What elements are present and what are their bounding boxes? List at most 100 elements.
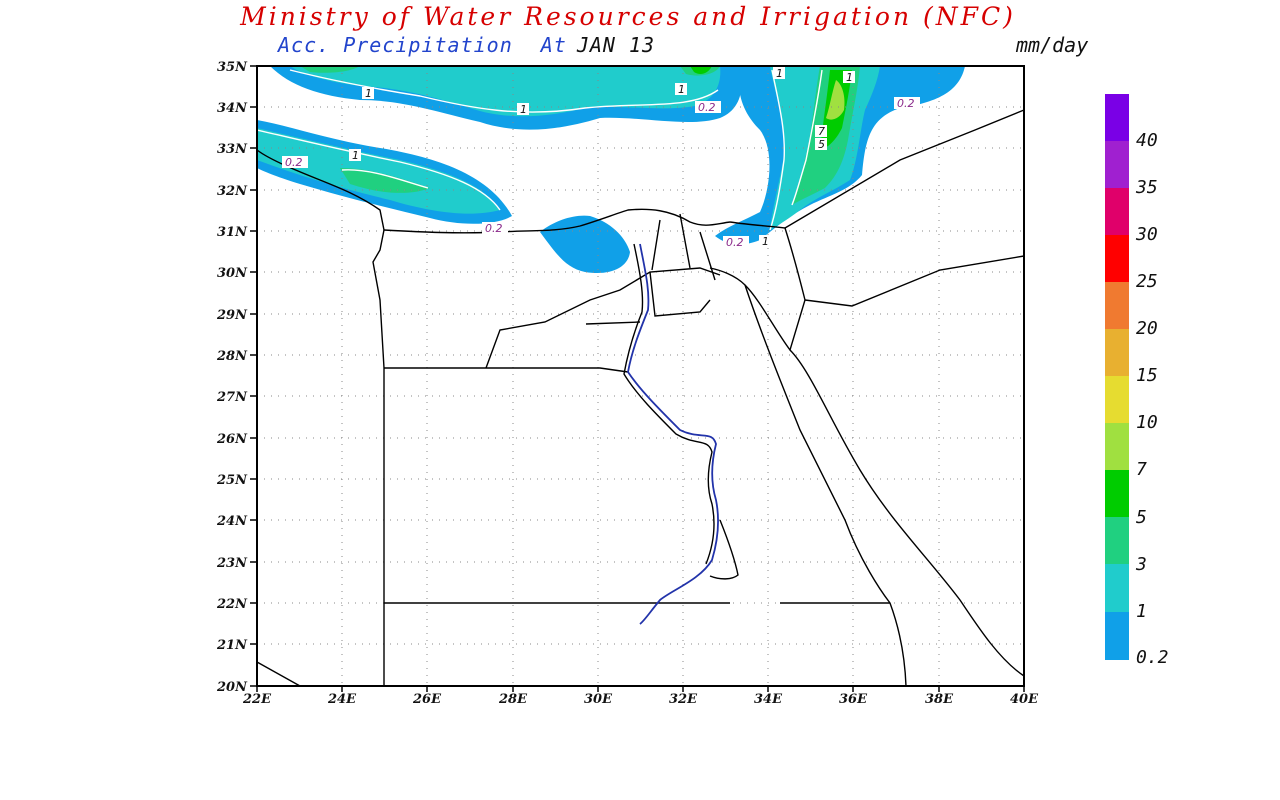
lat-label: 22N: [216, 597, 248, 612]
lat-label: 34N: [217, 101, 248, 116]
contour-lines: [257, 69, 823, 231]
lon-label: 28E: [498, 692, 528, 707]
precip-area-top-5: [690, 66, 712, 74]
contour-label: 0.2: [894, 97, 920, 110]
precip-area-delta: [540, 215, 630, 274]
svg-text:0.2: 0.2: [698, 101, 716, 114]
product-name: Acc. Precipitation: [278, 33, 513, 57]
contour-label: 0.2: [282, 156, 308, 169]
legend-label: 3: [1136, 554, 1147, 575]
legend-swatch: [1105, 564, 1129, 612]
lat-label: 27N: [216, 390, 248, 405]
legend-swatch: [1105, 141, 1129, 188]
lat-label: 20N: [216, 680, 248, 695]
legend-swatch: [1105, 376, 1129, 423]
lat-label: 35N: [217, 60, 248, 75]
lat-label: 33N: [217, 142, 248, 157]
lon-label: 22E: [242, 692, 272, 707]
lat-label: 24N: [216, 514, 248, 529]
lon-label: 34E: [754, 692, 783, 707]
lon-labels: 22E 24E 26E 28E 30E 32E 34E 36E 38E 40E: [242, 692, 1039, 707]
lon-label: 30E: [584, 692, 613, 707]
contour-label: 1: [759, 235, 771, 248]
legend-swatch: [1105, 470, 1129, 517]
svg-text:1: 1: [846, 71, 853, 84]
contour-label: 1: [349, 149, 361, 162]
contour-label: 1: [517, 103, 529, 116]
map-subtitle: Acc. Precipitation At JAN 13: [278, 33, 655, 57]
legend-swatch: [1105, 517, 1129, 564]
contour-label: 1: [675, 83, 687, 96]
map-frame: [256, 65, 1025, 687]
borders: [256, 109, 1025, 687]
svg-text:0.2: 0.2: [897, 97, 915, 110]
lat-labels: 35N 34N 33N 32N 31N 30N 29N 28N 27N 26N …: [216, 60, 248, 695]
svg-text:1: 1: [678, 83, 685, 96]
legend-swatch: [1105, 423, 1129, 470]
lat-label: 26N: [216, 432, 248, 447]
lon-label: 38E: [925, 692, 954, 707]
contour-label: 7: [815, 125, 827, 138]
lat-label: 21N: [216, 638, 248, 653]
precip-area-north-3: [300, 66, 360, 73]
lon-label: 24E: [327, 692, 357, 707]
legend-swatch: [1105, 94, 1129, 141]
legend-label: 25: [1136, 271, 1158, 292]
legend-label: 30: [1136, 224, 1158, 245]
legend-label: 35: [1136, 177, 1158, 198]
svg-text:7: 7: [818, 125, 825, 138]
svg-text:0.2: 0.2: [485, 222, 503, 235]
contour-label: 1: [773, 67, 785, 80]
svg-text:5: 5: [818, 138, 825, 151]
legend-label: 0.2: [1136, 647, 1169, 668]
precip-area-nw-3: [340, 168, 430, 193]
lat-label: 31N: [217, 225, 248, 240]
contour-label: 0.2: [695, 101, 721, 114]
contour-label: 5: [815, 138, 827, 151]
svg-text:1: 1: [762, 235, 769, 248]
svg-text:1: 1: [352, 149, 359, 162]
legend-label: 10: [1136, 412, 1158, 433]
legend-label: 7: [1136, 459, 1147, 480]
map-title: Ministry of Water Resources and Irrigati…: [240, 2, 1016, 31]
svg-text:0.2: 0.2: [726, 236, 744, 249]
precip-area-north-1: [290, 66, 721, 117]
legend-label: 40: [1136, 130, 1158, 151]
at-label: At: [540, 33, 567, 57]
lon-label: 32E: [669, 692, 698, 707]
legend-label: 15: [1136, 365, 1158, 386]
units-label: mm/day: [1016, 33, 1089, 57]
color-legend: [1105, 94, 1129, 660]
svg-text:0.2: 0.2: [285, 156, 303, 169]
lat-label: 23N: [216, 556, 248, 571]
lat-label: 29N: [216, 308, 248, 323]
precip-area-ne-7: [826, 80, 845, 120]
precip-area-nw-1: [257, 128, 500, 214]
tick-marks: [250, 65, 1025, 692]
lon-label: 36E: [839, 692, 868, 707]
lat-label: 30N: [217, 266, 248, 281]
legend-swatch: [1105, 612, 1129, 660]
legend-label: 20: [1136, 318, 1158, 339]
forecast-date: JAN 13: [576, 33, 656, 57]
legend-swatch: [1105, 329, 1129, 376]
lat-label: 32N: [217, 184, 248, 199]
lon-label: 26E: [412, 692, 442, 707]
contour-value-labels: 1 1 1 0.2 1 0.2 1 0.2 1 0.2 0.2 1 7 5: [282, 67, 920, 249]
lat-label: 28N: [216, 349, 248, 364]
legend-label: 1: [1136, 601, 1147, 622]
contour-label: 1: [843, 71, 855, 84]
contour-label: 0.2: [723, 236, 749, 249]
legend-swatch: [1105, 235, 1129, 282]
contour-label: 1: [362, 87, 374, 100]
legend-swatch: [1105, 188, 1129, 235]
svg-text:1: 1: [776, 67, 783, 80]
lon-label: 40E: [1010, 692, 1039, 707]
lat-label: 25N: [216, 473, 248, 488]
contour-label: 0.2: [482, 222, 508, 235]
svg-text:1: 1: [520, 103, 527, 116]
legend-label: 5: [1136, 507, 1147, 528]
legend-swatch: [1105, 282, 1129, 329]
svg-text:1: 1: [365, 87, 372, 100]
